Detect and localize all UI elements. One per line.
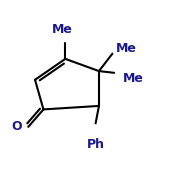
Text: Me: Me bbox=[116, 42, 137, 55]
Text: O: O bbox=[11, 120, 22, 133]
Text: Me: Me bbox=[51, 23, 72, 36]
Text: Me: Me bbox=[122, 72, 143, 85]
Text: Ph: Ph bbox=[87, 138, 105, 151]
